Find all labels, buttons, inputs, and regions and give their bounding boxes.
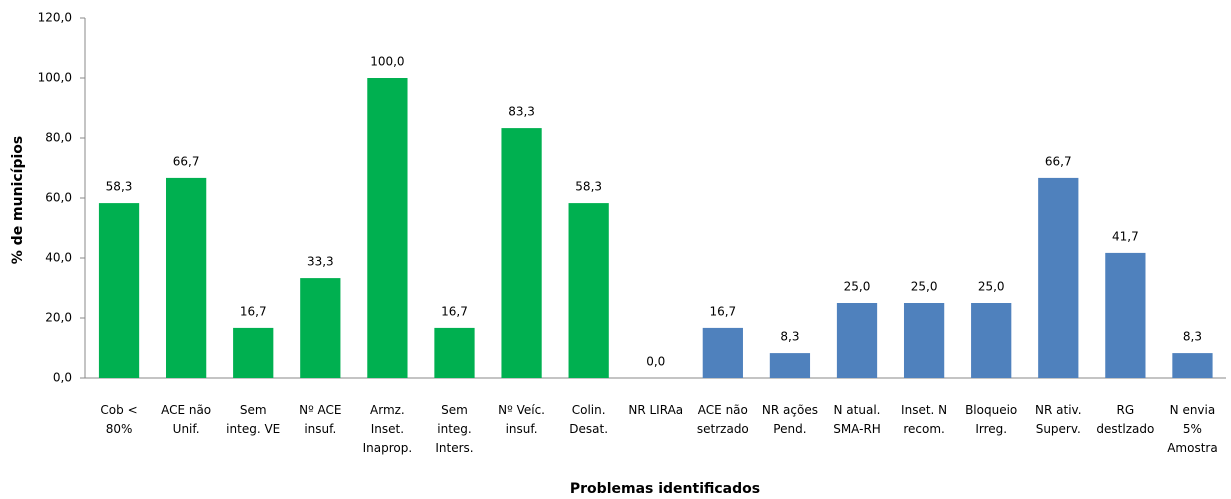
x-tick-label: ACE não setrzado — [697, 403, 749, 436]
y-tick-label: 80,0 — [45, 131, 72, 145]
y-tick-label: 120,0 — [38, 11, 72, 25]
bar — [568, 203, 609, 378]
data-label: 33,3 — [307, 255, 334, 269]
data-label: 16,7 — [709, 304, 736, 318]
bar — [233, 327, 274, 378]
data-label: 16,7 — [240, 304, 267, 318]
bar — [1105, 252, 1146, 378]
x-tick-label: Cob <80% — [100, 403, 137, 436]
bar — [98, 203, 140, 378]
data-label: 100,0 — [370, 55, 404, 69]
data-label: 66,7 — [173, 154, 200, 168]
x-axis-title: Problemas identificados — [570, 481, 760, 497]
data-label: 58,3 — [106, 180, 133, 194]
bar — [166, 177, 207, 378]
y-tick-label: 40,0 — [45, 251, 72, 265]
bar — [367, 78, 408, 378]
data-label: 25,0 — [978, 280, 1005, 294]
y-tick-label: 0,0 — [53, 371, 72, 385]
y-tick-label: 100,0 — [38, 71, 72, 85]
bar — [501, 128, 542, 378]
x-tick-label: Sem integ. VE — [226, 403, 280, 436]
x-tick-label: N atual. SMA-RH — [833, 403, 881, 436]
x-tick-label: Nº ACE insuf. — [299, 403, 341, 436]
bar — [434, 327, 475, 378]
x-tick-label: ACE não Unif. — [161, 403, 211, 436]
x-tick-label: RG destlzado — [1096, 403, 1154, 436]
bar — [300, 278, 341, 378]
x-tick-label: N envia 5% Amostra — [1167, 403, 1217, 455]
bar — [1038, 177, 1079, 378]
x-tick-label: Bloqueio Irreg. — [965, 403, 1017, 436]
data-label: 25,0 — [844, 280, 871, 294]
x-tick-label: Nº Veíc. insuf. — [498, 403, 545, 436]
x-tick-label: Armz. Inset. Inaprop. — [363, 403, 413, 455]
data-label: 25,0 — [911, 280, 938, 294]
data-label: 8,3 — [780, 330, 799, 344]
data-label: 41,7 — [1112, 229, 1139, 243]
data-label: 58,3 — [575, 180, 602, 194]
y-axis-title: % de municípios — [10, 136, 26, 264]
bar — [971, 303, 1012, 378]
bar — [702, 327, 743, 378]
x-tick-label: NR ações Pend. — [762, 403, 818, 436]
bar — [769, 353, 811, 378]
y-tick-label: 20,0 — [45, 311, 72, 325]
bar — [1172, 353, 1213, 378]
data-label: 8,3 — [1183, 330, 1202, 344]
x-tick-label: NR LIRAa — [628, 403, 683, 417]
x-tick-label: Sem integ. Inters. — [435, 403, 473, 455]
x-tick-label: Colin. Desat. — [569, 403, 608, 436]
x-tick-label: NR ativ. Superv. — [1035, 403, 1082, 436]
bar — [903, 303, 945, 378]
data-label: 66,7 — [1045, 154, 1072, 168]
data-label: 16,7 — [441, 304, 468, 318]
data-label: 83,3 — [508, 105, 535, 119]
bar — [836, 303, 878, 378]
data-label: 0,0 — [646, 355, 665, 369]
y-tick-label: 60,0 — [45, 191, 72, 205]
